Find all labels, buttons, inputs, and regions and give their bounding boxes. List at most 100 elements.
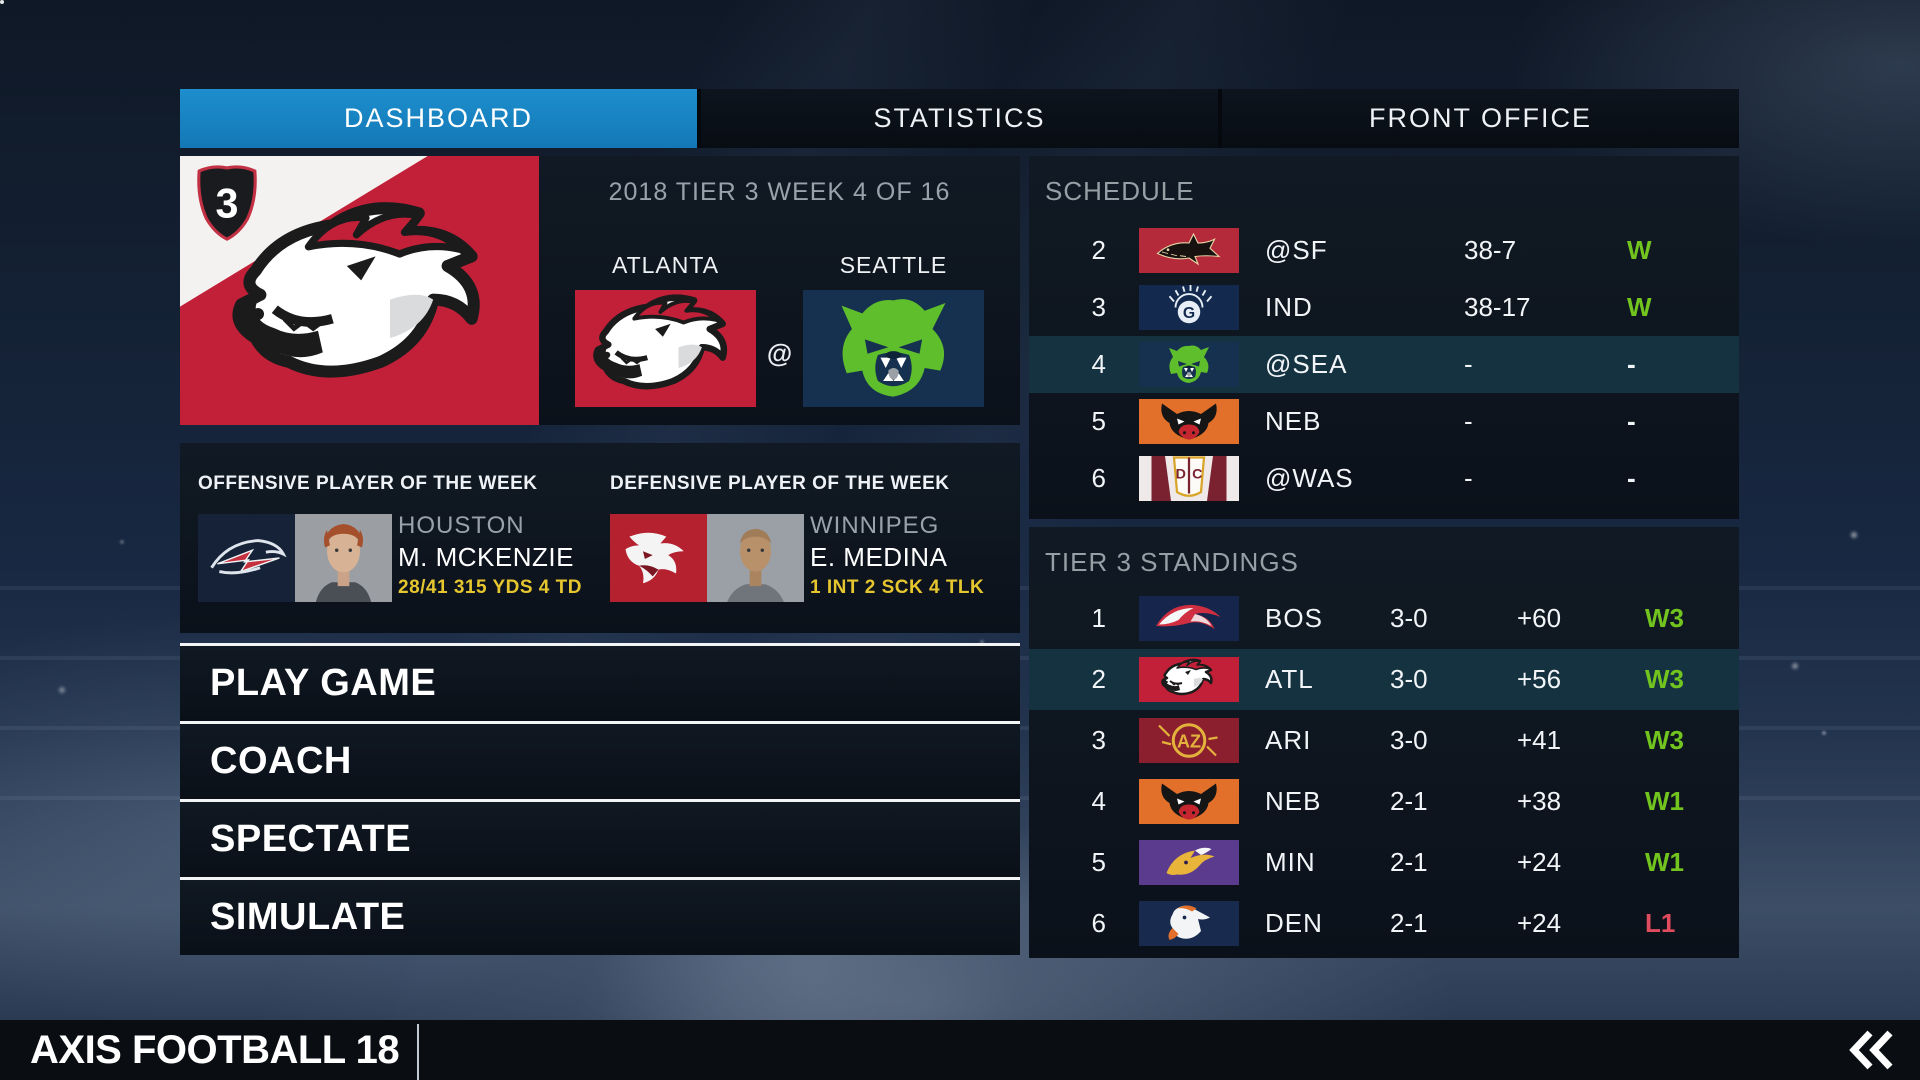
game-title: AXIS FOOTBALL 18 [30,1027,400,1072]
play-game-button[interactable]: PLAY GAME [180,643,1020,721]
point-diff: +41 [1517,725,1562,755]
svg-text:3: 3 [216,180,239,226]
schedule-row-week-5[interactable]: 5 NEB - - [1029,393,1739,450]
game-result: - [1627,406,1636,436]
team-record: 3-0 [1390,725,1428,755]
team-abbr: DEN [1265,908,1323,938]
tier-badge-icon: 3 [194,162,260,244]
tab-statistics[interactable]: STATISTICS [701,89,1218,148]
defensive-player-statline: 1 INT 2 SCK 4 TLK [810,577,985,598]
defensive-player-card: DEFENSIVE PLAYER OF THE WEEK WINNIPEG E.… [610,443,1020,633]
svg-text:AZ: AZ [1177,731,1201,751]
offensive-player-city: HOUSTON [398,512,525,539]
team-record: 3-0 [1390,664,1428,694]
season-week-label: 2018 TIER 3 WEEK 4 OF 16 [608,178,951,206]
schedule-row-week-4[interactable]: 4 @SEA - - [1029,336,1739,393]
top-tab-bar: DASHBOARD STATISTICS FRONT OFFICE [180,89,1739,148]
team-abbr: BOS [1265,603,1323,633]
opponent-logo [1124,399,1254,444]
team-abbr: ARI [1265,725,1312,755]
offensive-player-card: OFFENSIVE PLAYER OF THE WEEK HOUSTON M. … [198,443,608,633]
team-record: 2-1 [1390,908,1428,938]
home-city-label: SEATTLE [839,252,948,278]
opponent-logo: D C [1124,456,1254,501]
standings-row-atl[interactable]: 2 ATL 3-0 +56 W3 [1029,649,1739,710]
away-city-label: ATLANTA [611,252,720,278]
game-score: - [1464,406,1473,436]
opponent-label: @SF [1265,235,1328,265]
home-team-logo [803,290,984,407]
opponent-label: IND [1265,292,1313,322]
opponent-label: @SEA [1265,349,1348,379]
offensive-player-statline: 28/41 315 YDS 4 TD [398,577,582,598]
standings-row-ari[interactable]: 3 AZ ARI 3-0 +41 W3 [1029,710,1739,771]
standings-row-min[interactable]: 5 MIN 2-1 +24 W1 [1029,832,1739,893]
team-logo-mustang-icon [216,194,516,410]
rank-number: 4 [1091,786,1106,816]
point-diff: +56 [1517,664,1562,694]
offensive-player-title: OFFENSIVE PLAYER OF THE WEEK [198,473,538,494]
tab-front-office[interactable]: FRONT OFFICE [1222,89,1739,148]
away-team-logo [575,290,756,407]
standings-title: TIER 3 STANDINGS [1045,547,1299,577]
standings-row-bos[interactable]: 1 BOS 3-0 +60 W3 [1029,588,1739,649]
point-diff: +60 [1517,603,1562,633]
streak: W3 [1645,725,1684,755]
schedule-row-week-6[interactable]: 6 D C @WAS - - [1029,450,1739,507]
game-result: - [1627,463,1636,493]
rank-number: 5 [1091,847,1106,877]
schedule-row-week-3[interactable]: 3 G IND 38-17 W [1029,279,1739,336]
tab-dashboard[interactable]: DASHBOARD [180,89,697,148]
team-abbr: ATL [1265,664,1314,694]
team-logo [1124,657,1254,702]
defensive-player-photo [707,514,804,602]
standings-row-den[interactable]: 6 DEN 2-1 +24 L1 [1029,893,1739,954]
team-logo [1124,840,1254,885]
game-result: W [1627,292,1652,322]
streak: W1 [1645,847,1684,877]
team-record: 3-0 [1390,603,1428,633]
main-menu: PLAY GAME COACH SPECTATE SIMULATE [180,643,1020,955]
game-result: - [1627,349,1636,379]
game-score: - [1464,349,1473,379]
week-number: 6 [1091,463,1106,493]
coach-button[interactable]: COACH [180,721,1020,799]
week-number: 3 [1091,292,1106,322]
svg-text:G: G [1183,305,1195,322]
streak: W1 [1645,786,1684,816]
team-abbr: NEB [1265,786,1322,816]
defensive-player-name: E. MEDINA [810,542,948,572]
opponent-logo [1124,342,1254,387]
schedule-rows: 2 @SF 38-7 W 3 G IND 38-17 W 4 @SEA - -5 NEB - -6 D… [1029,222,1739,507]
svg-text:D: D [1176,467,1186,483]
offensive-player-name: M. MCKENZIE [398,542,574,572]
team-logo [1124,901,1254,946]
schedule-title: SCHEDULE [1045,176,1195,206]
defensive-player-city: WINNIPEG [810,512,940,539]
spectate-button[interactable]: SPECTATE [180,799,1020,877]
week-number: 2 [1091,235,1106,265]
team-logo: AZ [1124,718,1254,763]
team-abbr: MIN [1265,847,1316,877]
week-number: 5 [1091,406,1106,436]
footer-bar: AXIS FOOTBALL 18 [0,1020,1920,1080]
simulate-button[interactable]: SIMULATE [180,877,1020,955]
rank-number: 2 [1091,664,1106,694]
opponent-label: NEB [1265,406,1322,436]
collapse-chevrons-icon[interactable] [1846,1030,1898,1070]
team-logo [1124,779,1254,824]
game-score: 38-7 [1464,235,1517,265]
stadium-flash-dots [0,0,4,4]
opponent-logo: G [1124,285,1254,330]
week-number: 4 [1091,349,1106,379]
opponent-label: @WAS [1265,463,1354,493]
rank-number: 3 [1091,725,1106,755]
point-diff: +38 [1517,786,1562,816]
standings-rows: 1 BOS 3-0 +60 W3 2 ATL 3-0 +56 W3 3 AZ ARI 3-0 +41… [1029,588,1739,954]
defensive-player-title: DEFENSIVE PLAYER OF THE WEEK [610,473,950,494]
standings-row-neb[interactable]: 4 NEB 2-1 +38 W1 [1029,771,1739,832]
rank-number: 1 [1091,603,1106,633]
streak: W3 [1645,664,1684,694]
schedule-row-week-2[interactable]: 2 @SF 38-7 W [1029,222,1739,279]
